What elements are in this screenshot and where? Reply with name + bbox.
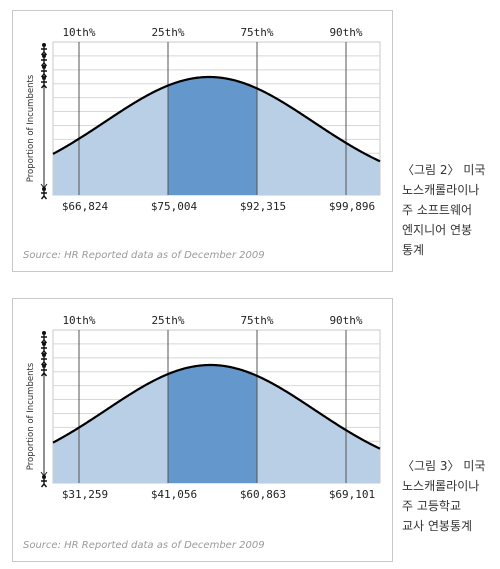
x-tick-label: $99,896 xyxy=(329,200,375,213)
x-tick-label: $75,004 xyxy=(151,200,198,213)
percentile-label: 25th% xyxy=(151,26,184,39)
salary-chart-high-school-teacher: 10th% 25th% 75th% 90th% $31,259 $41,056 $60,86… xyxy=(12,298,393,562)
x-tick-label: $31,259 xyxy=(62,488,108,501)
x-tick-label: $69,101 xyxy=(329,488,375,501)
person-icon xyxy=(40,65,48,78)
y-axis-label: Proportion of Incumbents xyxy=(26,362,36,470)
distribution-chart: 10th% 25th% 75th% 90th% $31,259 $41,056 $60,86… xyxy=(26,314,381,501)
percentile-label: 90th% xyxy=(329,314,362,327)
x-tick-label: $66,824 xyxy=(62,200,109,213)
percentile-label: 90th% xyxy=(329,26,362,39)
percentile-label: 10th% xyxy=(62,314,95,327)
source-note: Source: HR Reported data as of December … xyxy=(23,540,265,551)
caption-line: 통계 xyxy=(402,243,425,257)
caption-line: 엔지니어 연봉 xyxy=(402,223,473,237)
middle-area xyxy=(168,77,257,195)
x-tick-label: $60,863 xyxy=(240,488,286,501)
x-tick-label: $41,056 xyxy=(151,488,197,501)
percentile-label: 25th% xyxy=(151,314,184,327)
caption-line: 노스캐롤라이나 xyxy=(402,479,480,493)
person-icon xyxy=(40,43,48,56)
caption-line: 〈그림 2〉 미국 xyxy=(402,163,486,177)
source-note: Source: HR Reported data as of December … xyxy=(23,250,265,261)
percentile-label: 10th% xyxy=(62,26,95,39)
caption-line: 주 고등학교 xyxy=(402,499,462,513)
person-icon xyxy=(40,76,48,89)
percentile-label: 75th% xyxy=(240,314,273,327)
x-tick-label: $92,315 xyxy=(240,200,286,213)
figure-caption: 〈그림 3〉 미국 노스캐롤라이나 주 고등학교 교사 연봉통계 xyxy=(402,456,498,536)
caption-line: 교사 연봉통계 xyxy=(402,519,473,533)
percentile-label: 75th% xyxy=(240,26,273,39)
person-icon xyxy=(40,475,48,488)
caption-line: 노스캐롤라이나 xyxy=(402,183,480,197)
caption-line: 〈그림 3〉 미국 xyxy=(402,459,486,473)
distribution-chart: 10th% 25th% 75th% 90th% $66,824 $75,004 $92,31… xyxy=(26,26,381,213)
person-icon xyxy=(40,353,48,366)
person-icon xyxy=(40,364,48,377)
salary-chart-software-engineer: 10th% 25th% 75th% 90th% $66,824 $75,004 $92,31… xyxy=(12,10,393,272)
figure-caption: 〈그림 2〉 미국 노스캐롤라이나 주 소프트웨어 엔지니어 연봉 통계 xyxy=(402,160,498,260)
person-icon xyxy=(40,54,48,67)
person-icon xyxy=(40,187,48,200)
distribution-curve xyxy=(52,75,381,163)
person-icon xyxy=(40,342,48,355)
caption-line: 주 소프트웨어 xyxy=(402,203,473,217)
y-axis-label: Proportion of Incumbents xyxy=(26,74,36,182)
person-icon xyxy=(40,331,48,344)
distribution-curve xyxy=(52,363,381,450)
middle-area xyxy=(168,365,257,483)
